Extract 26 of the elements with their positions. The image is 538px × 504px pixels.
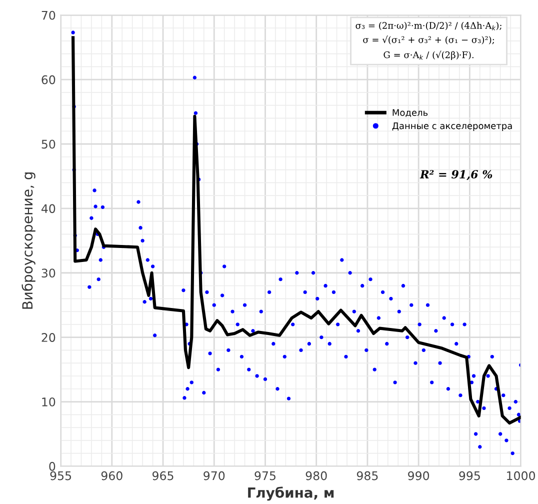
legend-label: Данные с акселерометра bbox=[392, 122, 512, 131]
y-tick-label: 60 bbox=[42, 75, 56, 84]
x-axis-title: Глубина, м bbox=[248, 486, 334, 501]
y-tick-label: 50 bbox=[42, 140, 56, 149]
y-tick-label: 70 bbox=[42, 10, 56, 20]
annotation: σ = √(σ₁² + σ₃² + (σ₁ − σ₃)²); bbox=[363, 36, 494, 44]
x-tick-label: 970 bbox=[204, 471, 225, 480]
y-tick-label: 10 bbox=[42, 397, 56, 406]
annotation: G = σ·A$_{k}$ / (√(2β)·F). bbox=[384, 50, 474, 60]
annotation: R² = 91,6 % bbox=[420, 170, 492, 180]
y-tick-label: 0 bbox=[49, 462, 56, 471]
y-tick-label: 20 bbox=[42, 333, 56, 342]
y-tick-label: 30 bbox=[42, 268, 56, 278]
y-tick-label: 40 bbox=[41, 204, 56, 214]
x-tick-label: 990 bbox=[408, 471, 430, 480]
x-tick-label: 965 bbox=[152, 471, 174, 480]
x-tick-label: 995 bbox=[459, 471, 480, 480]
y-axis-title: Виброускорение, g bbox=[22, 172, 36, 309]
x-tick-label: 980 bbox=[306, 471, 327, 480]
x-tick-label: 975 bbox=[254, 471, 276, 480]
x-tick-label: 1000 bbox=[507, 471, 536, 480]
annotation: σ₃ = (2π·ω)²·m·(D/2)² / (4Δh·A$_{k}$); bbox=[356, 22, 502, 30]
x-tick-label: 955 bbox=[50, 471, 72, 480]
x-tick-label: 985 bbox=[356, 471, 378, 480]
legend-label: Модель bbox=[392, 109, 428, 118]
x-tick-label: 960 bbox=[101, 471, 122, 480]
